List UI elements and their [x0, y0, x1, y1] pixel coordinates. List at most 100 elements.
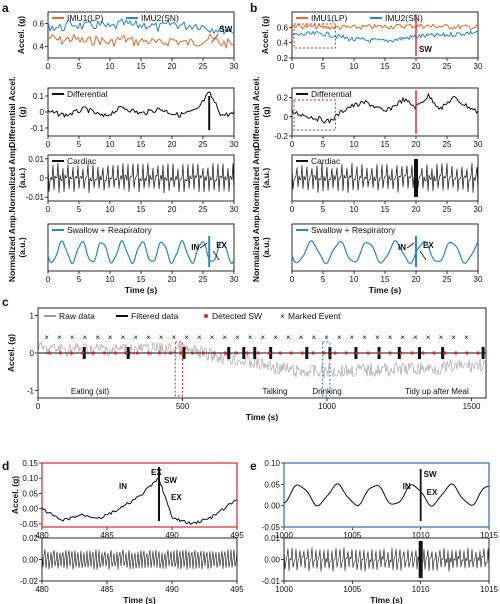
e1-annotation-in: IN [403, 482, 411, 491]
c-detected-sw-point [399, 351, 403, 355]
e2-xlabel: Time (s) [370, 595, 403, 604]
e1-xtick-label: 1005 [343, 531, 361, 540]
e1-xtick-label: 1010 [412, 531, 430, 540]
a1-xtick-label: 0 [46, 62, 51, 71]
a1-annotation-sw: SW [219, 25, 232, 34]
d1-frame-highlight [41, 462, 238, 528]
b4-in-arrow [406, 242, 415, 249]
b4-ex-arrow [419, 250, 427, 261]
b2-xtick-label: 10 [350, 140, 359, 149]
c-legend-detected: Detected SW [212, 311, 262, 321]
c-detected-sw-point [212, 351, 216, 355]
c-marked-event-point: × [439, 333, 444, 342]
b4-annotation-ex: EX [423, 241, 434, 250]
c-filtered-burst [481, 347, 485, 359]
b3-xtick-label: 25 [443, 205, 452, 214]
c-detected-sw-point [124, 351, 129, 355]
b3-xtick-label: 30 [474, 205, 483, 214]
panel-label-b: b [250, 1, 257, 15]
a3-xtick-label: 25 [199, 205, 208, 214]
b3-sw-burst [414, 159, 418, 197]
d2-xtick-label: 480 [35, 585, 49, 594]
e2-xtick-label: 1010 [412, 585, 430, 594]
d2-xtick-label: 495 [230, 585, 244, 594]
c-detected-sw-point [168, 351, 172, 355]
a3-ytick-label: -0.01 [26, 193, 45, 202]
b4-xtick-label: 25 [443, 275, 452, 284]
c-detected-sw-point [465, 351, 469, 355]
c-filtered-burst [305, 347, 309, 359]
c-marked-event-point: × [350, 333, 355, 342]
d1-annotation-sw: SW [164, 476, 177, 485]
c-detected-sw-point [245, 351, 249, 355]
b3-xtick-label: 20 [412, 205, 421, 214]
e1-xtick-label: 1000 [275, 531, 293, 540]
b1-legend-imu2: IMU2(SN) [385, 13, 423, 23]
c-series-raw [37, 342, 487, 379]
a4-series-swallow [47, 240, 235, 265]
a1-xtick-label: 20 [168, 62, 177, 71]
c-detected-sw-point [311, 351, 315, 355]
e2-xtick-label: 1015 [480, 585, 498, 594]
e1-annotation-ex: EX [427, 488, 438, 497]
a1-xtick-label: 10 [106, 62, 115, 71]
c-marked-event-point: × [299, 333, 304, 342]
c-detected-sw-point [454, 351, 458, 355]
c-marked-event-point: × [82, 333, 87, 342]
c-ytick-label: 0 [30, 349, 35, 358]
c-marked-event-point: × [184, 333, 189, 342]
c-detected-sw-point [223, 351, 227, 355]
c-marked-event-point: × [426, 333, 431, 342]
c-detected-sw-point [366, 351, 370, 355]
e1-axes-frame [283, 462, 490, 528]
a3-ytick-label: 0 [40, 174, 45, 183]
c-filtered-burst [126, 347, 130, 359]
e2-ytick-label: 0.01 [264, 534, 280, 543]
b2-xtick-label: 30 [474, 140, 483, 149]
c-ytick-label: -1 [27, 387, 35, 396]
a4-annotation-in: IN [191, 243, 199, 252]
a3-ylabel: (a.u.) [17, 168, 27, 188]
c-detected-sw-point [201, 351, 205, 355]
c-marked-event-point: × [235, 333, 240, 342]
a3-legend-cardiac: Cardiac [67, 156, 97, 166]
b2-xtick-label: 5 [321, 140, 326, 149]
a4-xtick-label: 10 [106, 275, 115, 284]
a3-xtick-label: 15 [137, 205, 146, 214]
d1-ytick-label: 0.05 [22, 489, 38, 498]
a3-xtick-label: 0 [46, 205, 51, 214]
a1-ytick-label: 0.6 [33, 20, 45, 29]
c-ylabel: Accel. (g) [6, 334, 16, 372]
c-marked-event-point: × [70, 333, 75, 342]
c-marked-event-point: × [324, 333, 329, 342]
c-detected-sw-point [58, 351, 63, 355]
a3-xtick-label: 30 [230, 205, 239, 214]
a3-xtick-label: 5 [77, 205, 82, 214]
d2-axes-frame [41, 537, 238, 582]
a4-xtick-label: 20 [168, 275, 177, 284]
c-marked-event-point: × [451, 333, 456, 342]
c-detected-sw-point [355, 351, 359, 355]
c-detected-sw-point [410, 351, 414, 355]
c-xtick-label: 0 [36, 402, 41, 411]
c-filtered-burst [253, 347, 257, 359]
a1-series-imu1 [47, 33, 235, 49]
d1-annotation-in: IN [119, 482, 127, 491]
b1-xtick-label: 15 [381, 62, 390, 71]
c-marked-event-point: × [273, 333, 278, 342]
d1-annotation-ex1: EX [151, 468, 162, 477]
d2-series [41, 549, 238, 570]
b1-xtick-label: 0 [290, 62, 295, 71]
b1-annotation-sw: SW [419, 45, 432, 54]
c-detected-sw-point [157, 351, 161, 355]
b1-ytick-label: 0.6 [277, 23, 289, 32]
c-marked-event-point: × [222, 333, 227, 342]
c-marked-event-point: × [95, 333, 100, 342]
e2-series [283, 547, 490, 572]
c-filtered-burst [328, 347, 332, 359]
c-marked-event-point: × [108, 333, 113, 342]
b1-legend-imu1: IMU1(LP) [311, 13, 348, 23]
d2-ytick-label: -0.02 [20, 577, 39, 586]
c-activity-eating: Eating (sit) [71, 387, 110, 396]
